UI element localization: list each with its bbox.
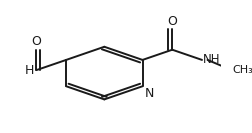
Text: NH: NH [202,53,220,66]
Text: N: N [144,87,153,100]
Text: CH₃: CH₃ [232,65,252,75]
Text: O: O [167,15,176,28]
Text: O: O [31,35,41,48]
Text: H: H [24,64,34,77]
